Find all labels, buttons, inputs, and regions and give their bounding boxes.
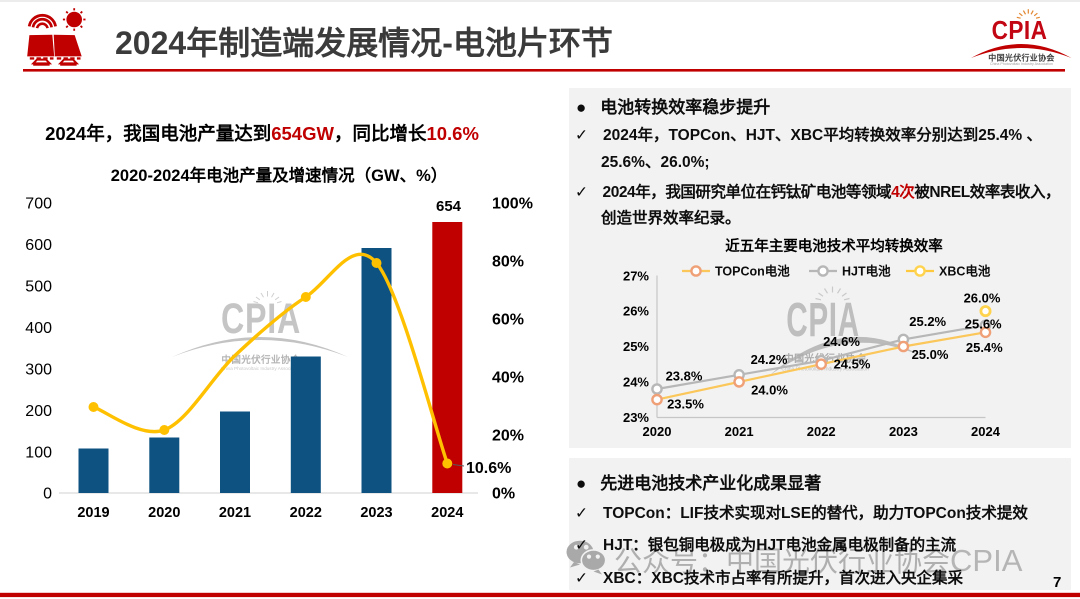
svg-text:24%: 24%: [623, 375, 649, 390]
svg-text:24.6%: 24.6%: [823, 334, 860, 349]
svg-text:23.5%: 23.5%: [667, 397, 704, 412]
svg-text:2023: 2023: [889, 424, 918, 439]
svg-text:2022: 2022: [807, 424, 836, 439]
svg-text:25.4%: 25.4%: [966, 340, 1003, 355]
svg-text:2020: 2020: [643, 424, 672, 439]
svg-text:China Photovoltaic Industry As: China Photovoltaic Industry Association: [781, 367, 869, 373]
svg-text:24.5%: 24.5%: [834, 357, 871, 372]
svg-text:27%: 27%: [623, 268, 649, 283]
svg-text:2023: 2023: [360, 505, 392, 521]
svg-text:2021: 2021: [725, 424, 754, 439]
svg-text:200: 200: [25, 403, 52, 420]
svg-text:2024: 2024: [971, 424, 1001, 439]
svg-text:24.0%: 24.0%: [751, 383, 788, 398]
svg-text:2019: 2019: [77, 505, 109, 521]
svg-text:中国光伏行业协会: 中国光伏行业协会: [988, 53, 1054, 63]
svg-text:60%: 60%: [492, 312, 524, 329]
svg-text:23%: 23%: [623, 410, 649, 425]
svg-text:700: 700: [25, 196, 52, 213]
svg-text:100%: 100%: [492, 196, 533, 213]
svg-text:2022: 2022: [290, 505, 322, 521]
svg-text:26%: 26%: [623, 304, 649, 319]
svg-text:China Photovoltaic Industry As: China Photovoltaic Industry Association: [990, 62, 1053, 66]
svg-text:0%: 0%: [492, 486, 515, 503]
svg-text:HJT电池: HJT电池: [842, 264, 891, 279]
svg-text:CPIA: CPIA: [992, 17, 1048, 46]
svg-text:10.6%: 10.6%: [466, 460, 511, 477]
svg-text:25.0%: 25.0%: [912, 347, 949, 362]
svg-text:25.6%: 25.6%: [965, 316, 1002, 331]
svg-text:TOPCon电池: TOPCon电池: [715, 264, 790, 279]
svg-text:20%: 20%: [492, 428, 524, 445]
svg-text:40%: 40%: [492, 370, 524, 387]
svg-text:0: 0: [43, 486, 52, 503]
svg-text:654: 654: [436, 198, 462, 215]
svg-text:XBC电池: XBC电池: [939, 264, 991, 279]
svg-text:100: 100: [25, 444, 52, 461]
svg-text:2024: 2024: [431, 505, 463, 521]
svg-text:2020: 2020: [148, 505, 180, 521]
svg-text:26.0%: 26.0%: [964, 291, 1001, 306]
svg-text:600: 600: [25, 237, 52, 254]
svg-text:80%: 80%: [492, 254, 524, 271]
svg-text:300: 300: [25, 361, 52, 378]
svg-text:25%: 25%: [623, 339, 649, 354]
svg-text:23.8%: 23.8%: [666, 368, 703, 383]
svg-text:24.2%: 24.2%: [751, 352, 788, 367]
svg-text:400: 400: [25, 320, 52, 337]
svg-text:25.2%: 25.2%: [909, 314, 946, 329]
svg-text:2021: 2021: [219, 505, 251, 521]
svg-text:500: 500: [25, 279, 52, 296]
